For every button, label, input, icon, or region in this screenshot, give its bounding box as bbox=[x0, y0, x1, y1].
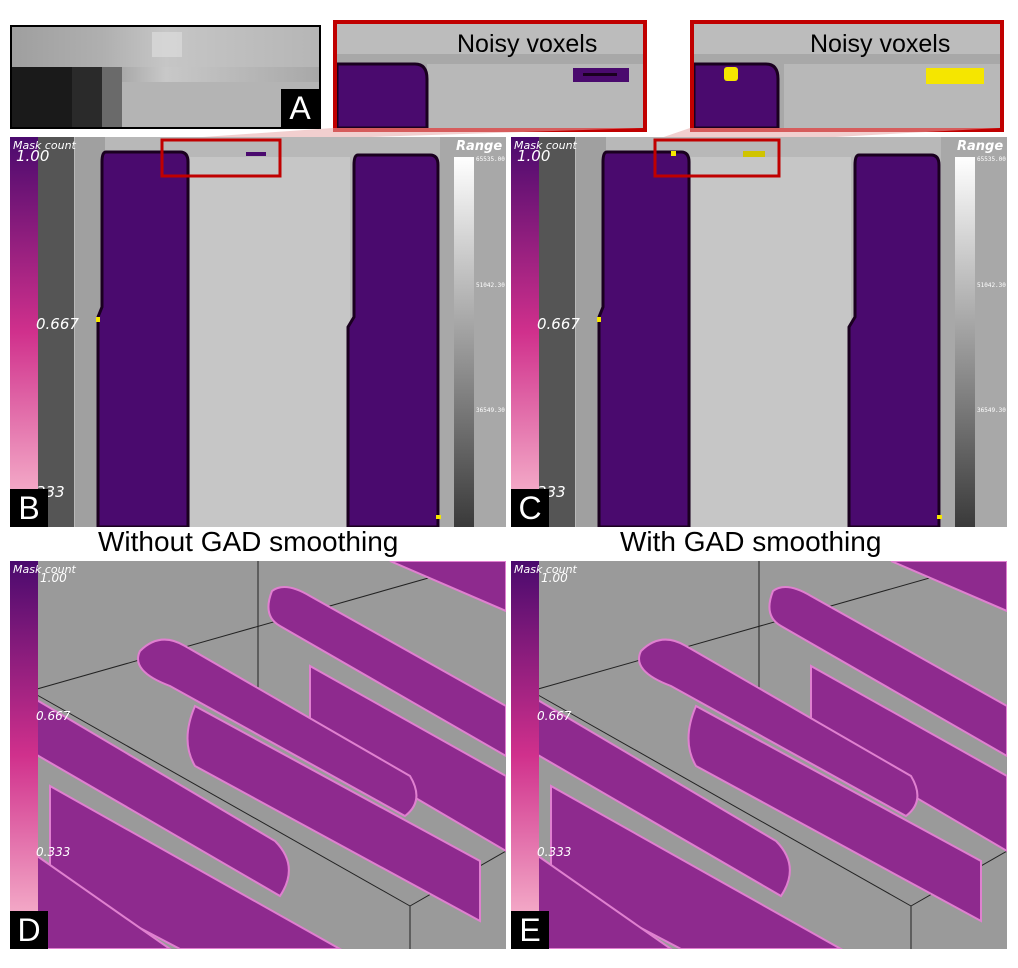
panel-c-range-title: Range bbox=[957, 139, 1004, 154]
inset-left: Noisy voxels bbox=[333, 20, 647, 132]
panel-e: Mask count 1.00 0.667 0.333 E bbox=[511, 561, 1007, 949]
caption-with-gad: With GAD smoothing bbox=[620, 526, 882, 557]
panel-a-letter: A bbox=[281, 89, 319, 127]
panel-d-tick-mid: 0.667 bbox=[36, 709, 71, 723]
panel-c-image bbox=[511, 137, 1007, 527]
panel-a-image bbox=[12, 27, 319, 127]
panel-c-mask-title: Mask count bbox=[514, 139, 577, 152]
panel-c-letter: C bbox=[511, 489, 549, 527]
panel-b-tick-mid: 0.667 bbox=[36, 315, 79, 333]
panel-d-image bbox=[10, 561, 506, 949]
panel-c-range-tick-mid: 51042.30 bbox=[977, 282, 1006, 289]
caption-without-gad: Without GAD smoothing bbox=[98, 526, 399, 557]
panel-b-letter: B bbox=[10, 489, 48, 527]
panel-c: Mask count 1.00 0.667 333 Range 65535.00… bbox=[511, 137, 1007, 527]
inset-right-label: Noisy voxels bbox=[810, 30, 951, 58]
panel-b-tick-top: 1.00 bbox=[16, 147, 50, 165]
panel-a: A bbox=[10, 25, 321, 129]
panel-e-tick-top: 1.00 bbox=[541, 571, 568, 585]
inset-left-image bbox=[337, 24, 643, 128]
panel-e-mask-title: Mask count bbox=[514, 563, 577, 576]
inset-left-label: Noisy voxels bbox=[457, 30, 598, 58]
panel-e-letter: E bbox=[511, 911, 549, 949]
panel-b-range-title: Range bbox=[456, 139, 503, 154]
panel-c-range-tick-low: 36549.30 bbox=[977, 407, 1006, 414]
inset-right-image bbox=[694, 24, 1000, 128]
panel-d-tick-top: 1.00 bbox=[40, 571, 67, 585]
panel-b-image bbox=[10, 137, 506, 527]
panel-e-tick-mid: 0.667 bbox=[537, 709, 572, 723]
panel-c-range-tick-top: 65535.00 bbox=[977, 156, 1006, 163]
panel-c-tick-top: 1.00 bbox=[517, 147, 551, 165]
panel-d-letter: D bbox=[10, 911, 48, 949]
panel-c-tick-mid: 0.667 bbox=[537, 315, 580, 333]
panel-d-tick-bottom: 0.333 bbox=[36, 845, 71, 859]
panel-b-range-tick-top: 65535.00 bbox=[476, 156, 505, 163]
panel-b-mask-title: Mask count bbox=[13, 139, 76, 152]
panel-e-tick-bottom: 0.333 bbox=[537, 845, 572, 859]
panel-b-range-tick-mid: 51042.30 bbox=[476, 282, 505, 289]
panel-e-image bbox=[511, 561, 1007, 949]
panel-b: Mask count 1.00 0.667 333 Range 65535.00… bbox=[10, 137, 506, 527]
panel-d: Mask count 1.00 0.667 0.333 D bbox=[10, 561, 506, 949]
panel-b-range-tick-low: 36549.30 bbox=[476, 407, 505, 414]
panel-d-mask-title: Mask count bbox=[13, 563, 76, 576]
inset-right: Noisy voxels bbox=[690, 20, 1004, 132]
